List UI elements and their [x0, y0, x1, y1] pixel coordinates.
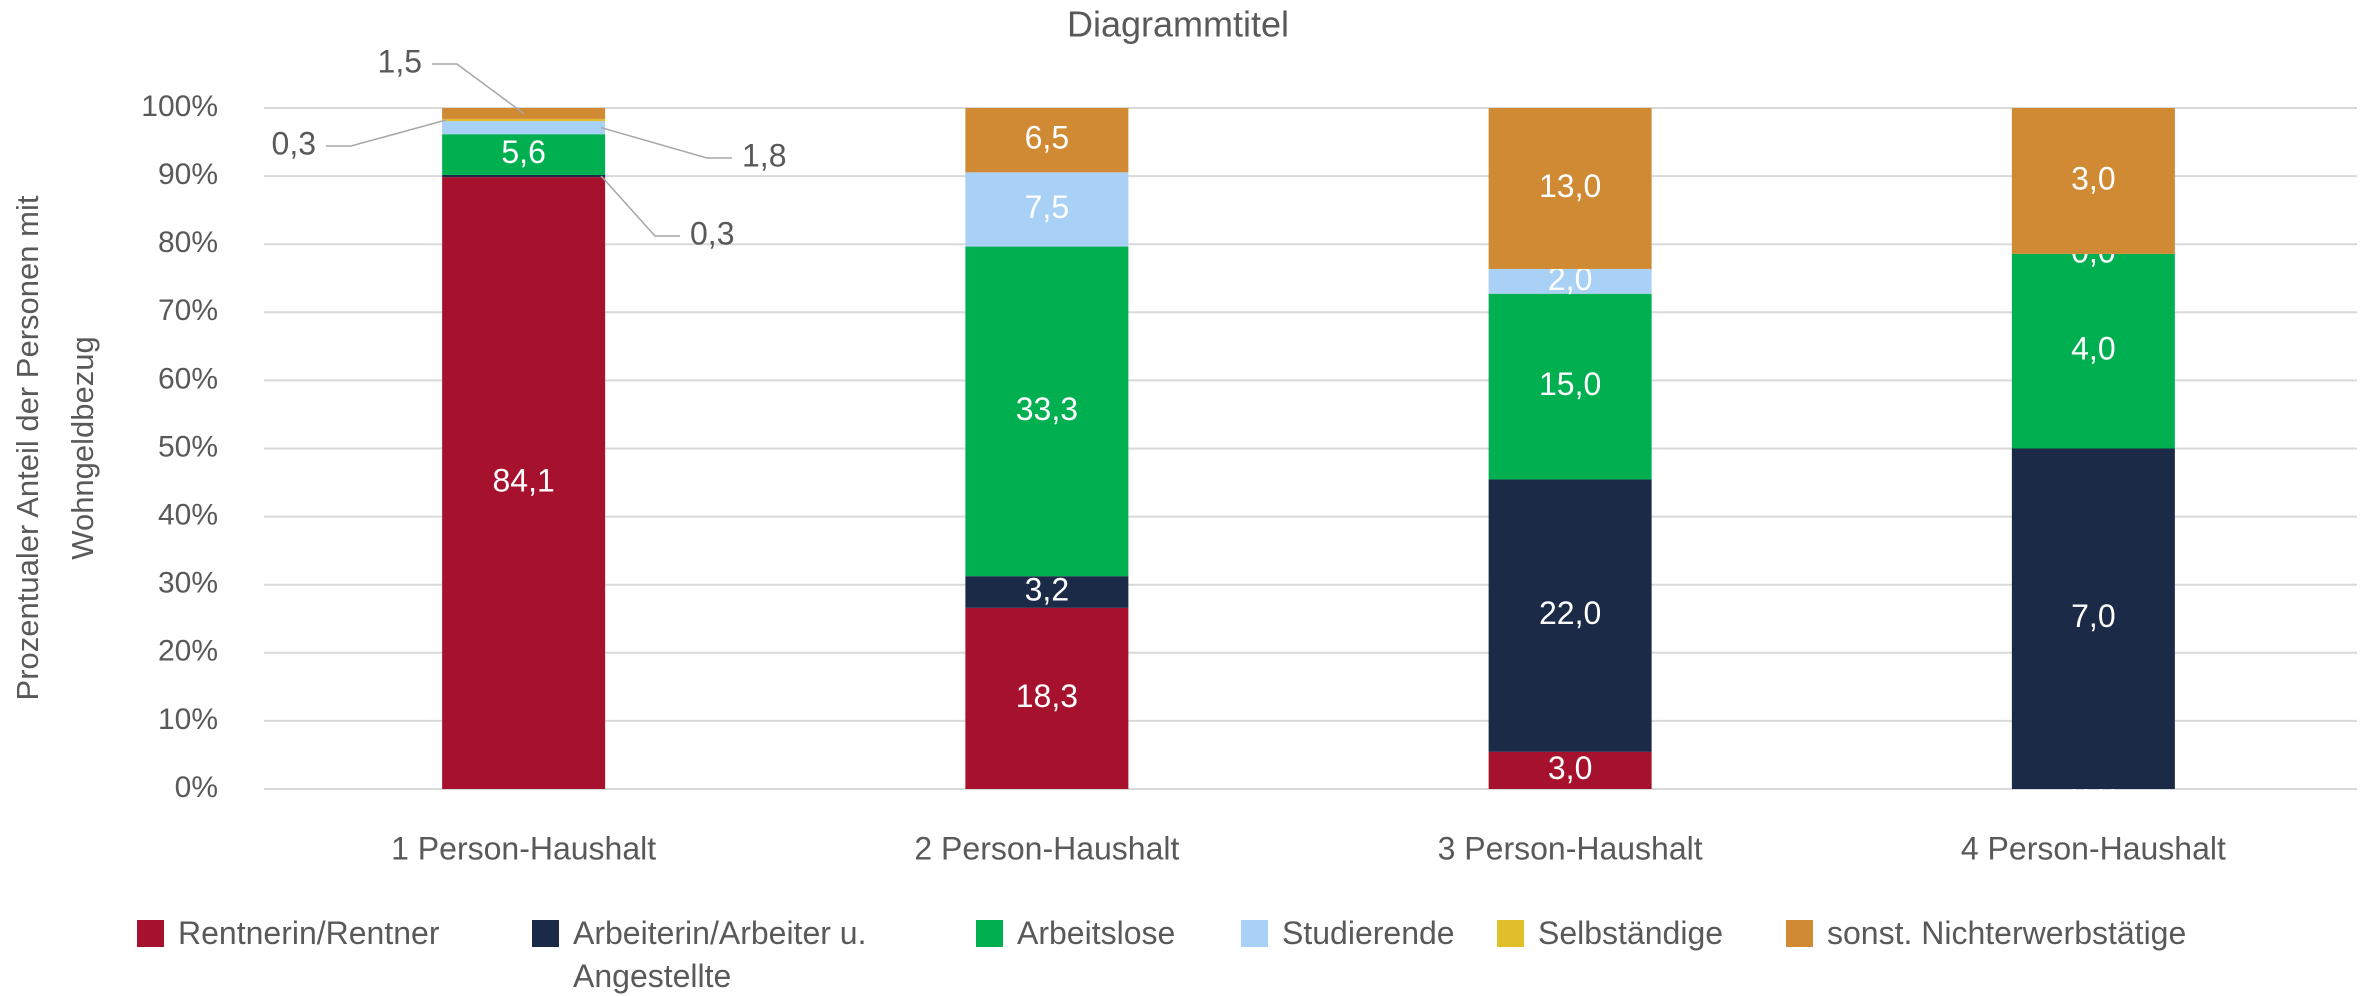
bar-segment: [965, 108, 1129, 173]
y-tick-label: 50%: [158, 430, 218, 463]
data-label: 3,0: [1548, 750, 1592, 786]
legend-label: Selbständige: [1538, 915, 1724, 951]
data-label: 84,1: [492, 463, 554, 499]
y-tick-label: 40%: [158, 499, 218, 532]
data-label: 3,0: [2071, 160, 2115, 196]
legend-label: sonst. Nichterwerbstätige: [1827, 915, 2187, 951]
bar-segment: [442, 134, 606, 175]
leader-line: [600, 126, 732, 159]
leader-line: [432, 63, 525, 115]
bar-segment: [1488, 268, 1652, 294]
bar-segment: [1488, 293, 1652, 480]
data-label: 0,3: [272, 125, 316, 161]
legend-swatch: [137, 920, 164, 947]
y-tick-label: 30%: [158, 567, 218, 600]
x-tick-label: 4 Person-Haushalt: [1961, 830, 2226, 866]
legend-label: Arbeiterin/Arbeiter u. Angestellte: [573, 915, 867, 994]
bar-segment: [442, 121, 606, 135]
bar-segment: [2011, 108, 2175, 254]
x-tick-label: 2 Person-Haushalt: [914, 830, 1179, 866]
y-tick-label: 80%: [158, 226, 218, 259]
bar-segment: [965, 607, 1129, 789]
data-label: 3,2: [1025, 571, 1069, 607]
bar-segment: [965, 576, 1129, 608]
bar-segment: [442, 118, 606, 122]
data-label: 15,0: [1539, 366, 1601, 402]
y-axis-title: Wohngeldbezug: [65, 336, 100, 560]
legend-swatch: [1786, 920, 1813, 947]
bar-segment: [1488, 751, 1652, 789]
bar-segment: [965, 246, 1129, 577]
legend-item: Arbeiterin/Arbeiter u. Angestellte: [532, 912, 902, 996]
bar-segment: [442, 174, 606, 178]
data-label: 5,6: [501, 134, 545, 170]
legend-swatch: [1241, 920, 1268, 947]
data-label: 1,8: [742, 137, 786, 173]
data-label: 22,0: [1539, 595, 1601, 631]
legend-item: Arbeitslose: [976, 912, 1206, 955]
bar-segment: [1488, 108, 1652, 269]
data-label: 6,5: [1025, 120, 1069, 156]
data-label: 33,3: [1016, 391, 1078, 427]
leader-line: [600, 175, 680, 237]
y-tick-label: 70%: [158, 294, 218, 327]
leader-line: [326, 119, 447, 147]
data-label: 4,0: [2071, 331, 2115, 367]
legend-swatch: [976, 920, 1003, 947]
bar-segment: [2011, 448, 2175, 789]
bar-segment: [2011, 253, 2175, 449]
y-tick-label: 90%: [158, 158, 218, 191]
data-label: 18,3: [1016, 678, 1078, 714]
legend-label: Arbeitslose: [1017, 915, 1176, 951]
bar-segment: [442, 177, 606, 789]
y-tick-label: 10%: [158, 703, 218, 736]
y-tick-label: 100%: [141, 90, 218, 123]
bar-segment: [965, 172, 1129, 247]
legend-swatch: [1497, 920, 1524, 947]
legend-item: sonst. Nichterwerbstätige: [1786, 912, 2266, 955]
data-label: 13,0: [1539, 168, 1601, 204]
x-tick-label: 1 Person-Haushalt: [391, 830, 656, 866]
legend-label: Rentnerin/Rentner: [178, 915, 440, 951]
legend-item: Selbständige: [1497, 912, 1757, 955]
data-label: 7,0: [2071, 598, 2115, 634]
y-axis-title: Prozentualer Anteil der Personen mit: [10, 195, 45, 700]
chart-title: Diagrammtitel: [1067, 4, 1289, 45]
data-label: 7,5: [1025, 189, 1069, 225]
data-label: 0,3: [690, 215, 734, 251]
y-tick-label: 0%: [175, 771, 218, 804]
y-tick-label: 60%: [158, 362, 218, 395]
x-tick-label: 3 Person-Haushalt: [1438, 830, 1703, 866]
y-tick-label: 20%: [158, 635, 218, 668]
legend-item: Studierende: [1241, 912, 1471, 955]
legend-item: Rentnerin/Rentner: [137, 912, 477, 955]
legend-label: Studierende: [1282, 915, 1455, 951]
data-label: 1,5: [378, 43, 422, 79]
bar-segment: [1488, 479, 1652, 752]
legend-swatch: [532, 920, 559, 947]
